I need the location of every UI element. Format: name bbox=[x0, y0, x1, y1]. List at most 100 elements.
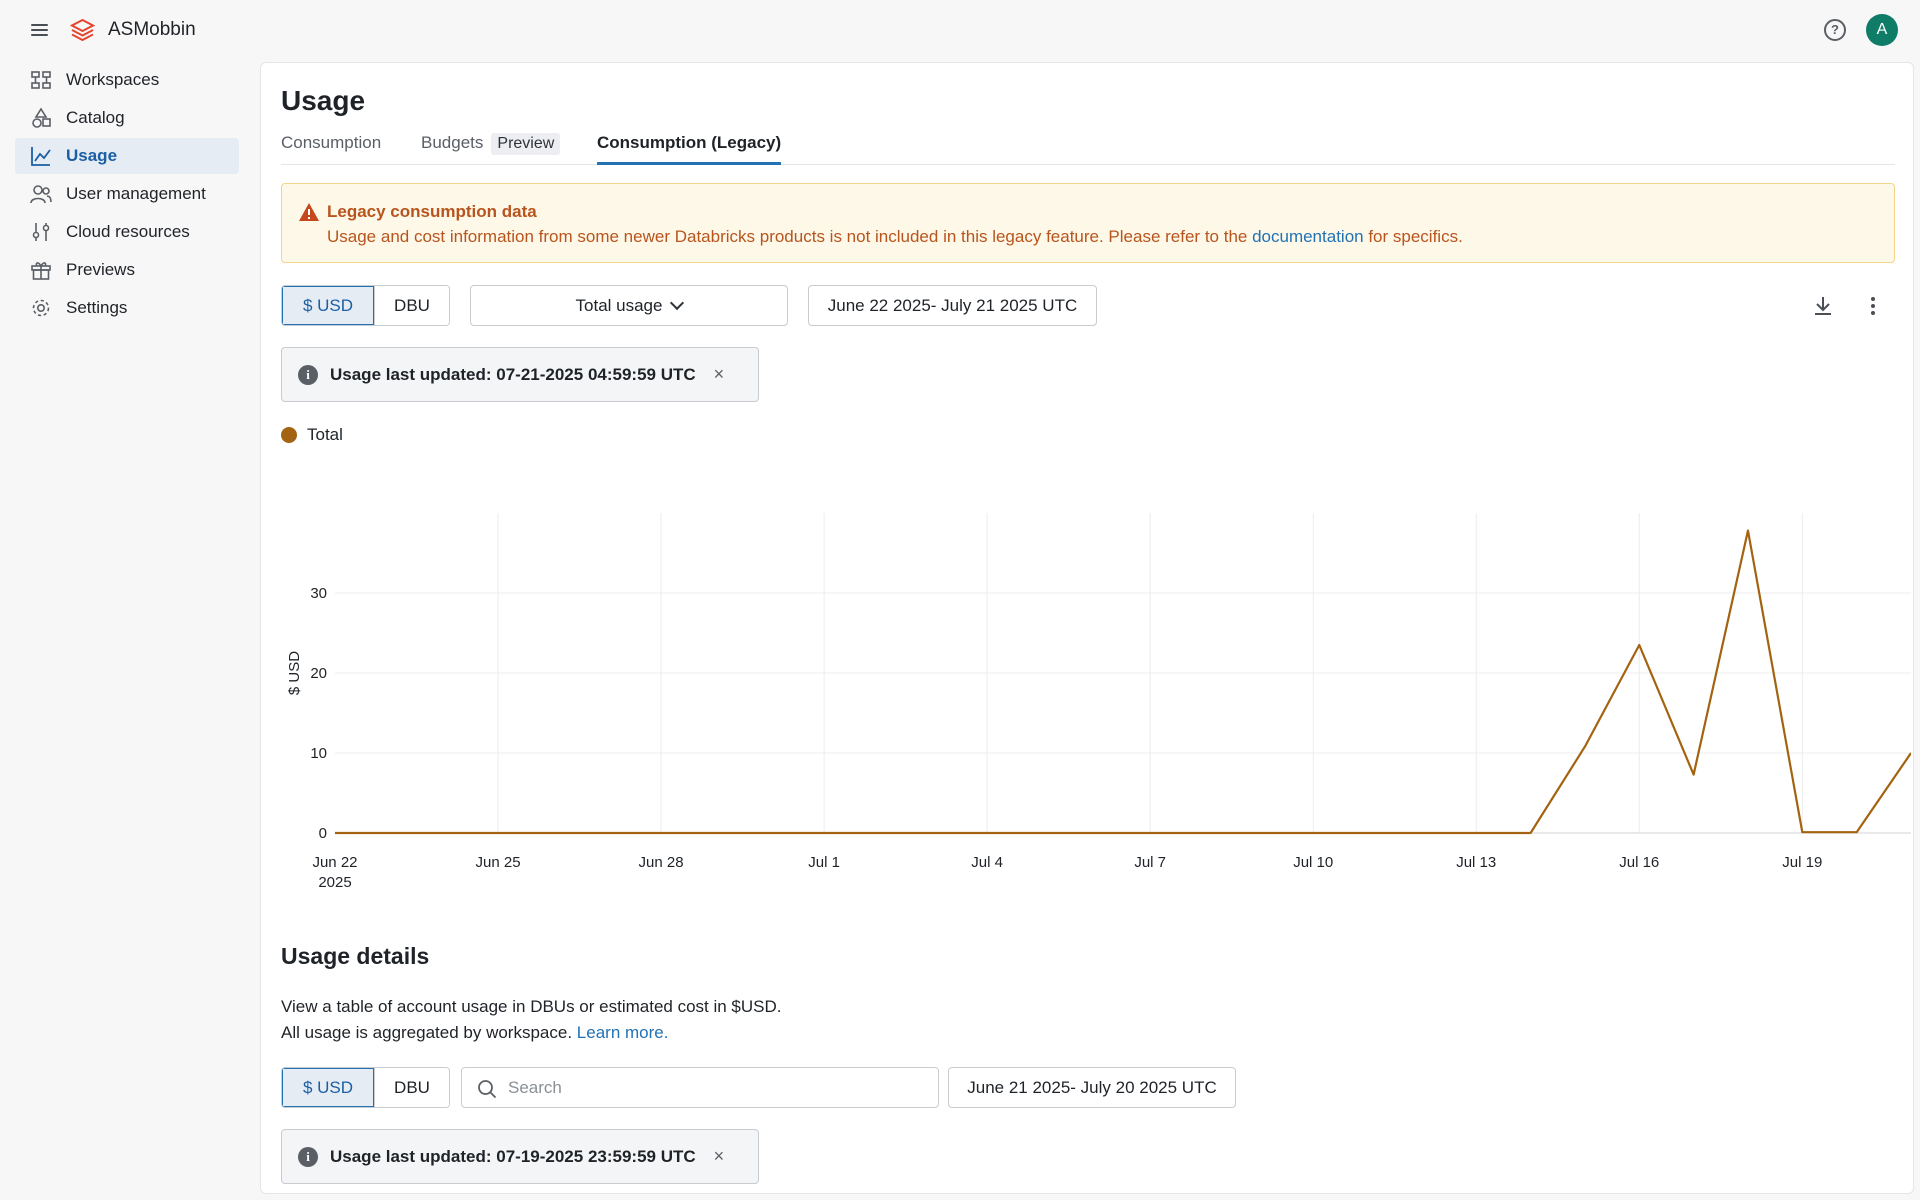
data-point bbox=[606, 833, 607, 834]
app-logo-icon bbox=[70, 18, 95, 42]
cloud-resources-icon bbox=[30, 221, 52, 243]
sidebar-item-label: Catalog bbox=[66, 108, 125, 127]
data-point bbox=[1258, 833, 1259, 834]
legend-swatch bbox=[281, 427, 297, 443]
usage-icon bbox=[30, 145, 52, 167]
sidebar-item-workspaces[interactable]: Workspaces bbox=[15, 62, 239, 98]
sidebar-item-label: Settings bbox=[66, 298, 128, 317]
alert-body: Usage and cost information from some new… bbox=[327, 227, 1463, 247]
y-tick-label: 20 bbox=[310, 665, 327, 682]
usd-button[interactable]: $ USD bbox=[282, 286, 374, 325]
x-tick-label: Jul 10 bbox=[1293, 854, 1333, 871]
last-updated-text: Usage last updated: 07-21-2025 04:59:59 … bbox=[330, 364, 696, 384]
settings-icon bbox=[30, 297, 52, 319]
x-tick-label: Jul 7 bbox=[1134, 854, 1166, 871]
data-point bbox=[824, 833, 825, 834]
data-point bbox=[1204, 833, 1205, 834]
workspaces-icon bbox=[30, 69, 52, 91]
top-bar: ASMobbin ? A bbox=[0, 0, 1920, 60]
usage-details-title: Usage details bbox=[281, 943, 430, 969]
sidebar-item-label: Cloud resources bbox=[66, 222, 190, 241]
warning-icon bbox=[299, 203, 319, 221]
x-tick-label: Jul 13 bbox=[1456, 854, 1496, 871]
x-tick-label: Jun 22 bbox=[312, 854, 357, 871]
data-point bbox=[769, 833, 770, 834]
sidebar-item-settings[interactable]: Settings bbox=[15, 290, 239, 326]
sidebar-item-cloud-resources[interactable]: Cloud resources bbox=[15, 214, 239, 250]
sidebar-item-usage[interactable]: Usage bbox=[15, 138, 239, 174]
data-point bbox=[1802, 832, 1803, 833]
search-field bbox=[461, 1067, 939, 1108]
alert-body-suffix: for specifics. bbox=[1363, 227, 1463, 246]
x-tick-label: Jun 25 bbox=[476, 854, 521, 871]
search-icon bbox=[478, 1080, 497, 1099]
data-point bbox=[987, 833, 988, 834]
help-icon[interactable]: ? bbox=[1824, 19, 1846, 41]
tab-consumption-legacy[interactable]: Consumption (Legacy) bbox=[597, 133, 782, 165]
tab-bar: Consumption Budgets Preview Consumption (… bbox=[281, 133, 1895, 165]
catalog-icon bbox=[30, 107, 52, 129]
y-tick-label: 0 bbox=[319, 825, 327, 842]
data-point bbox=[715, 833, 716, 834]
data-point bbox=[552, 833, 553, 834]
documentation-link[interactable]: documentation bbox=[1252, 227, 1364, 246]
data-point bbox=[335, 833, 336, 834]
tab-label: Consumption (Legacy) bbox=[597, 133, 782, 152]
avatar[interactable]: A bbox=[1866, 14, 1898, 46]
data-point bbox=[1421, 833, 1422, 834]
series-line-total bbox=[335, 529, 1911, 835]
details-date-range-value: June 21 2025- July 20 2025 UTC bbox=[967, 1077, 1217, 1097]
alert-body-text: Usage and cost information from some new… bbox=[327, 227, 1253, 246]
x-tick-label: Jul 16 bbox=[1619, 854, 1659, 871]
page-title: Usage bbox=[281, 85, 366, 116]
y-tick-label: 10 bbox=[310, 745, 327, 762]
dbu-button[interactable]: DBU bbox=[374, 286, 449, 325]
data-point bbox=[1693, 774, 1694, 775]
x-tick-label: Jul 19 bbox=[1782, 854, 1822, 871]
sidebar-item-label: Previews bbox=[66, 260, 135, 279]
currency-toggle: $ USD DBU bbox=[281, 285, 450, 326]
tab-consumption[interactable]: Consumption bbox=[281, 133, 381, 165]
tab-label: Consumption bbox=[281, 133, 382, 152]
sidebar-item-catalog[interactable]: Catalog bbox=[15, 100, 239, 136]
close-icon[interactable]: × bbox=[713, 364, 725, 384]
download-icon[interactable] bbox=[1808, 291, 1838, 321]
usage-type-value: Total usage bbox=[575, 295, 663, 315]
details-dbu-button[interactable]: DBU bbox=[374, 1068, 449, 1107]
data-point bbox=[661, 833, 662, 834]
data-point bbox=[932, 833, 933, 834]
data-point bbox=[1095, 833, 1096, 834]
data-point bbox=[1584, 746, 1585, 747]
main-panel: Usage Consumption Budgets Preview Consump… bbox=[260, 62, 1914, 1194]
sidebar-item-label: User management bbox=[66, 184, 206, 203]
date-range-picker[interactable]: June 22 2025- July 21 2025 UTC bbox=[808, 285, 1097, 326]
usage-type-select[interactable]: Total usage bbox=[470, 285, 788, 326]
more-options-icon[interactable] bbox=[1858, 291, 1888, 321]
close-icon[interactable]: × bbox=[713, 1146, 725, 1166]
last-updated-notice: i Usage last updated: 07-21-2025 04:59:5… bbox=[281, 347, 759, 402]
tab-budgets[interactable]: Budgets Preview bbox=[421, 133, 561, 165]
data-point bbox=[443, 833, 444, 834]
data-point bbox=[1530, 833, 1531, 834]
data-point bbox=[1150, 833, 1151, 834]
data-point bbox=[1639, 645, 1640, 646]
details-date-range-picker[interactable]: June 21 2025- July 20 2025 UTC bbox=[948, 1067, 1236, 1108]
tab-label: Budgets bbox=[421, 133, 484, 152]
x-tick-sublabel: 2025 bbox=[318, 874, 351, 891]
data-point bbox=[1856, 832, 1857, 833]
user-management-icon bbox=[30, 183, 52, 205]
data-point bbox=[389, 833, 390, 834]
sidebar-item-user-management[interactable]: User management bbox=[15, 176, 239, 212]
learn-more-link[interactable]: Learn more. bbox=[576, 1023, 669, 1042]
date-range-value: June 22 2025- July 21 2025 UTC bbox=[827, 295, 1078, 315]
info-icon: i bbox=[298, 1146, 318, 1167]
preview-badge: Preview bbox=[491, 133, 561, 155]
menu-icon[interactable] bbox=[28, 18, 52, 42]
sidebar-item-previews[interactable]: Previews bbox=[15, 252, 239, 288]
details-usd-button[interactable]: $ USD bbox=[282, 1068, 374, 1107]
chevron-down-icon bbox=[670, 295, 685, 310]
search-input[interactable] bbox=[508, 1077, 928, 1099]
data-point bbox=[498, 833, 499, 834]
details-currency-toggle: $ USD DBU bbox=[281, 1067, 450, 1108]
y-axis-label: $ USD bbox=[286, 651, 303, 695]
